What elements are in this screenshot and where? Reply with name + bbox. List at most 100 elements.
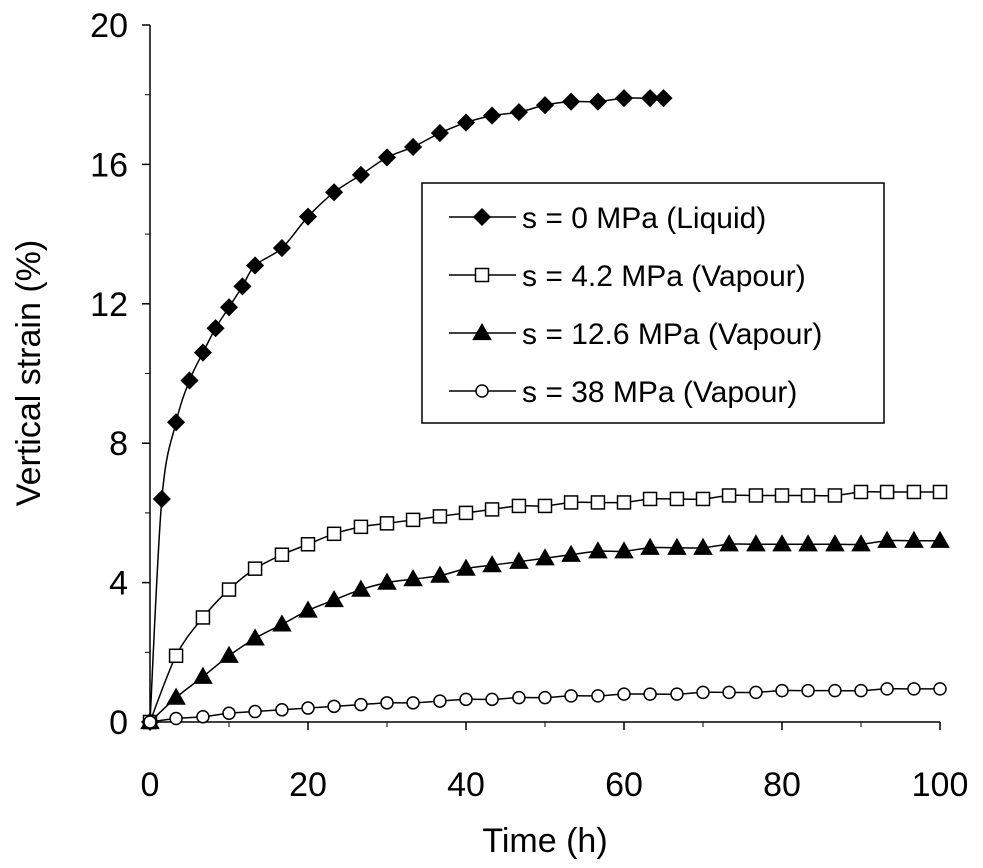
series-layer <box>140 89 950 732</box>
data-point <box>616 495 632 510</box>
data-point <box>353 519 369 535</box>
y-ticks: 0 4 8 12 16 20 <box>90 7 150 742</box>
data-point <box>351 165 370 184</box>
x-tick-label: 0 <box>141 766 160 804</box>
data-point <box>643 687 657 701</box>
y-tick-label: 4 <box>109 565 128 603</box>
data-point <box>801 683 815 698</box>
data-point <box>880 682 894 696</box>
y-tick-label: 8 <box>109 425 128 463</box>
data-point <box>166 687 186 705</box>
data-point <box>722 685 736 700</box>
data-point <box>377 148 397 167</box>
x-ticks: 0 20 40 60 80 100 <box>141 722 968 804</box>
data-point <box>588 92 607 111</box>
data-point <box>219 645 239 663</box>
data-point <box>324 590 344 608</box>
data-point <box>511 498 527 514</box>
legend-entry: s = 4.2 MPa (Vapour) <box>449 260 806 293</box>
data-point <box>825 534 845 552</box>
x-tick-label: 60 <box>605 766 643 804</box>
data-point <box>563 495 579 510</box>
data-point <box>667 537 687 555</box>
data-point <box>248 704 262 719</box>
data-point <box>152 489 171 509</box>
legend-marker <box>472 322 492 341</box>
data-point <box>143 715 157 729</box>
data-point <box>180 371 199 390</box>
data-point <box>298 207 318 226</box>
data-point <box>354 697 368 712</box>
data-point <box>325 183 344 202</box>
series-line <box>149 490 940 723</box>
x-axis-title: Time (h) <box>482 822 607 860</box>
y-axis-title: Vertical strain (%) <box>10 240 48 506</box>
data-point <box>380 696 394 710</box>
data-point <box>932 484 948 500</box>
legend-entry: s = 38 MPa (Vapour) <box>449 376 797 409</box>
data-point <box>233 277 252 296</box>
data-point <box>377 572 397 590</box>
data-point <box>854 683 868 698</box>
data-point <box>693 537 713 555</box>
series-3 <box>140 530 950 730</box>
legend-marker <box>475 384 489 398</box>
data-point <box>430 123 449 143</box>
data-point <box>749 685 763 700</box>
y-tick-label: 12 <box>90 286 128 324</box>
legend-label: s = 0 MPa (Liquid) <box>522 202 766 235</box>
legend-label: s = 4.2 MPa (Vapour) <box>522 260 806 293</box>
data-point <box>301 701 315 715</box>
legend-entry: s = 12.6 MPa (Vapour) <box>449 318 822 351</box>
data-point <box>167 413 186 432</box>
data-point <box>614 89 634 108</box>
data-point <box>774 488 790 503</box>
data-point <box>590 495 606 510</box>
legend-label: s = 12.6 MPa (Vapour) <box>522 318 822 351</box>
data-point <box>327 699 341 714</box>
x-tick-label: 80 <box>763 766 801 804</box>
data-point <box>221 582 237 597</box>
data-point <box>537 498 553 514</box>
data-point <box>828 683 842 698</box>
data-point <box>904 530 924 548</box>
data-point <box>206 319 225 338</box>
data-point <box>906 484 922 500</box>
data-point <box>300 537 316 552</box>
data-point <box>641 89 660 108</box>
data-point <box>432 509 448 524</box>
data-point <box>326 526 342 542</box>
data-point <box>853 484 869 500</box>
data-point <box>640 537 660 555</box>
data-point <box>247 561 263 576</box>
data-point <box>654 89 673 108</box>
data-point <box>669 491 685 507</box>
y-tick-label: 20 <box>90 7 128 45</box>
data-point <box>591 689 605 703</box>
legend-marker <box>474 267 490 283</box>
data-point <box>879 484 895 500</box>
data-point <box>562 92 581 111</box>
data-point <box>406 696 420 710</box>
data-point <box>245 628 265 646</box>
data-point <box>403 569 423 587</box>
data-point <box>930 530 950 548</box>
data-point <box>535 548 555 566</box>
series-1 <box>140 89 673 732</box>
data-point <box>272 614 292 632</box>
data-point <box>298 600 318 618</box>
series-4 <box>143 682 947 729</box>
data-point <box>798 534 818 552</box>
data-point <box>564 689 578 703</box>
data-point <box>168 648 184 664</box>
data-point <box>433 694 447 708</box>
data-point <box>535 96 555 115</box>
data-point <box>456 558 476 576</box>
x-tick-label: 40 <box>447 766 485 804</box>
data-point <box>696 685 710 700</box>
data-point <box>405 512 421 528</box>
data-point <box>483 106 502 125</box>
data-point <box>907 682 921 696</box>
data-point <box>193 343 212 362</box>
data-point <box>456 113 476 132</box>
